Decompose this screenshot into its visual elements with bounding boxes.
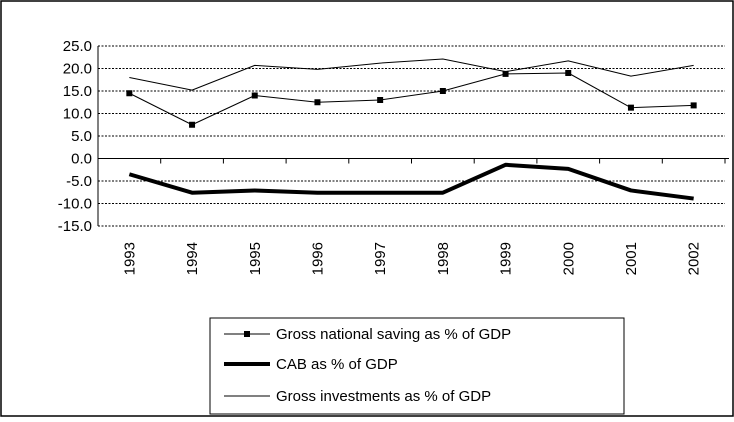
x-tick-label: 1994 xyxy=(184,242,201,275)
series-line xyxy=(128,162,694,201)
x-tick-label: 2002 xyxy=(686,242,703,275)
x-tick-label: 1999 xyxy=(498,242,515,275)
series-lines xyxy=(126,58,697,201)
data-point-marker xyxy=(439,88,446,94)
y-tick-label: 20.0 xyxy=(63,61,92,78)
y-tick-label: 15.0 xyxy=(63,83,92,100)
y-tick-label: -15.0 xyxy=(58,218,92,235)
y-tick-label: 10.0 xyxy=(63,106,92,123)
x-tick-label: 2001 xyxy=(623,242,640,275)
data-point-marker xyxy=(690,102,697,109)
x-tick-label: 1995 xyxy=(247,242,264,275)
legend-label: Gross investments as % of GDP xyxy=(276,388,491,405)
x-tick-label: 1998 xyxy=(435,242,452,275)
x-tick-label: 2000 xyxy=(560,242,577,275)
series-line xyxy=(129,58,694,91)
legend-marker xyxy=(244,331,250,337)
y-tick-label: 5.0 xyxy=(71,128,92,145)
legend-label: CAB as % of GDP xyxy=(276,356,398,373)
data-point-marker xyxy=(627,104,634,111)
y-tick-label: -5.0 xyxy=(66,173,92,190)
x-tick-label: 1996 xyxy=(309,242,326,275)
legend-label: Gross national saving as % of GDP xyxy=(276,326,511,343)
y-tick-label: 0.0 xyxy=(71,151,92,168)
data-point-marker xyxy=(251,92,258,99)
gridlines xyxy=(98,45,725,227)
axes: 25.0 20.0 15.0 10.0 5.0 0.0 -5.0 -10.0 -15.0 1993… xyxy=(58,38,729,275)
legend: Gross national saving as % of GDP CAB as … xyxy=(209,317,625,415)
data-point-marker xyxy=(377,97,384,103)
data-point-marker xyxy=(126,90,133,97)
y-tick-label: 25.0 xyxy=(63,38,92,55)
x-tick-label: 1997 xyxy=(372,242,389,275)
series-line xyxy=(129,72,694,126)
legend-box xyxy=(209,317,625,415)
y-tick-label: -10.0 xyxy=(58,196,92,213)
data-point-marker xyxy=(189,121,196,128)
x-tick-label: 1993 xyxy=(121,242,138,275)
data-point-marker xyxy=(502,70,509,77)
data-point-marker xyxy=(565,70,572,76)
data-point-marker xyxy=(314,99,321,106)
